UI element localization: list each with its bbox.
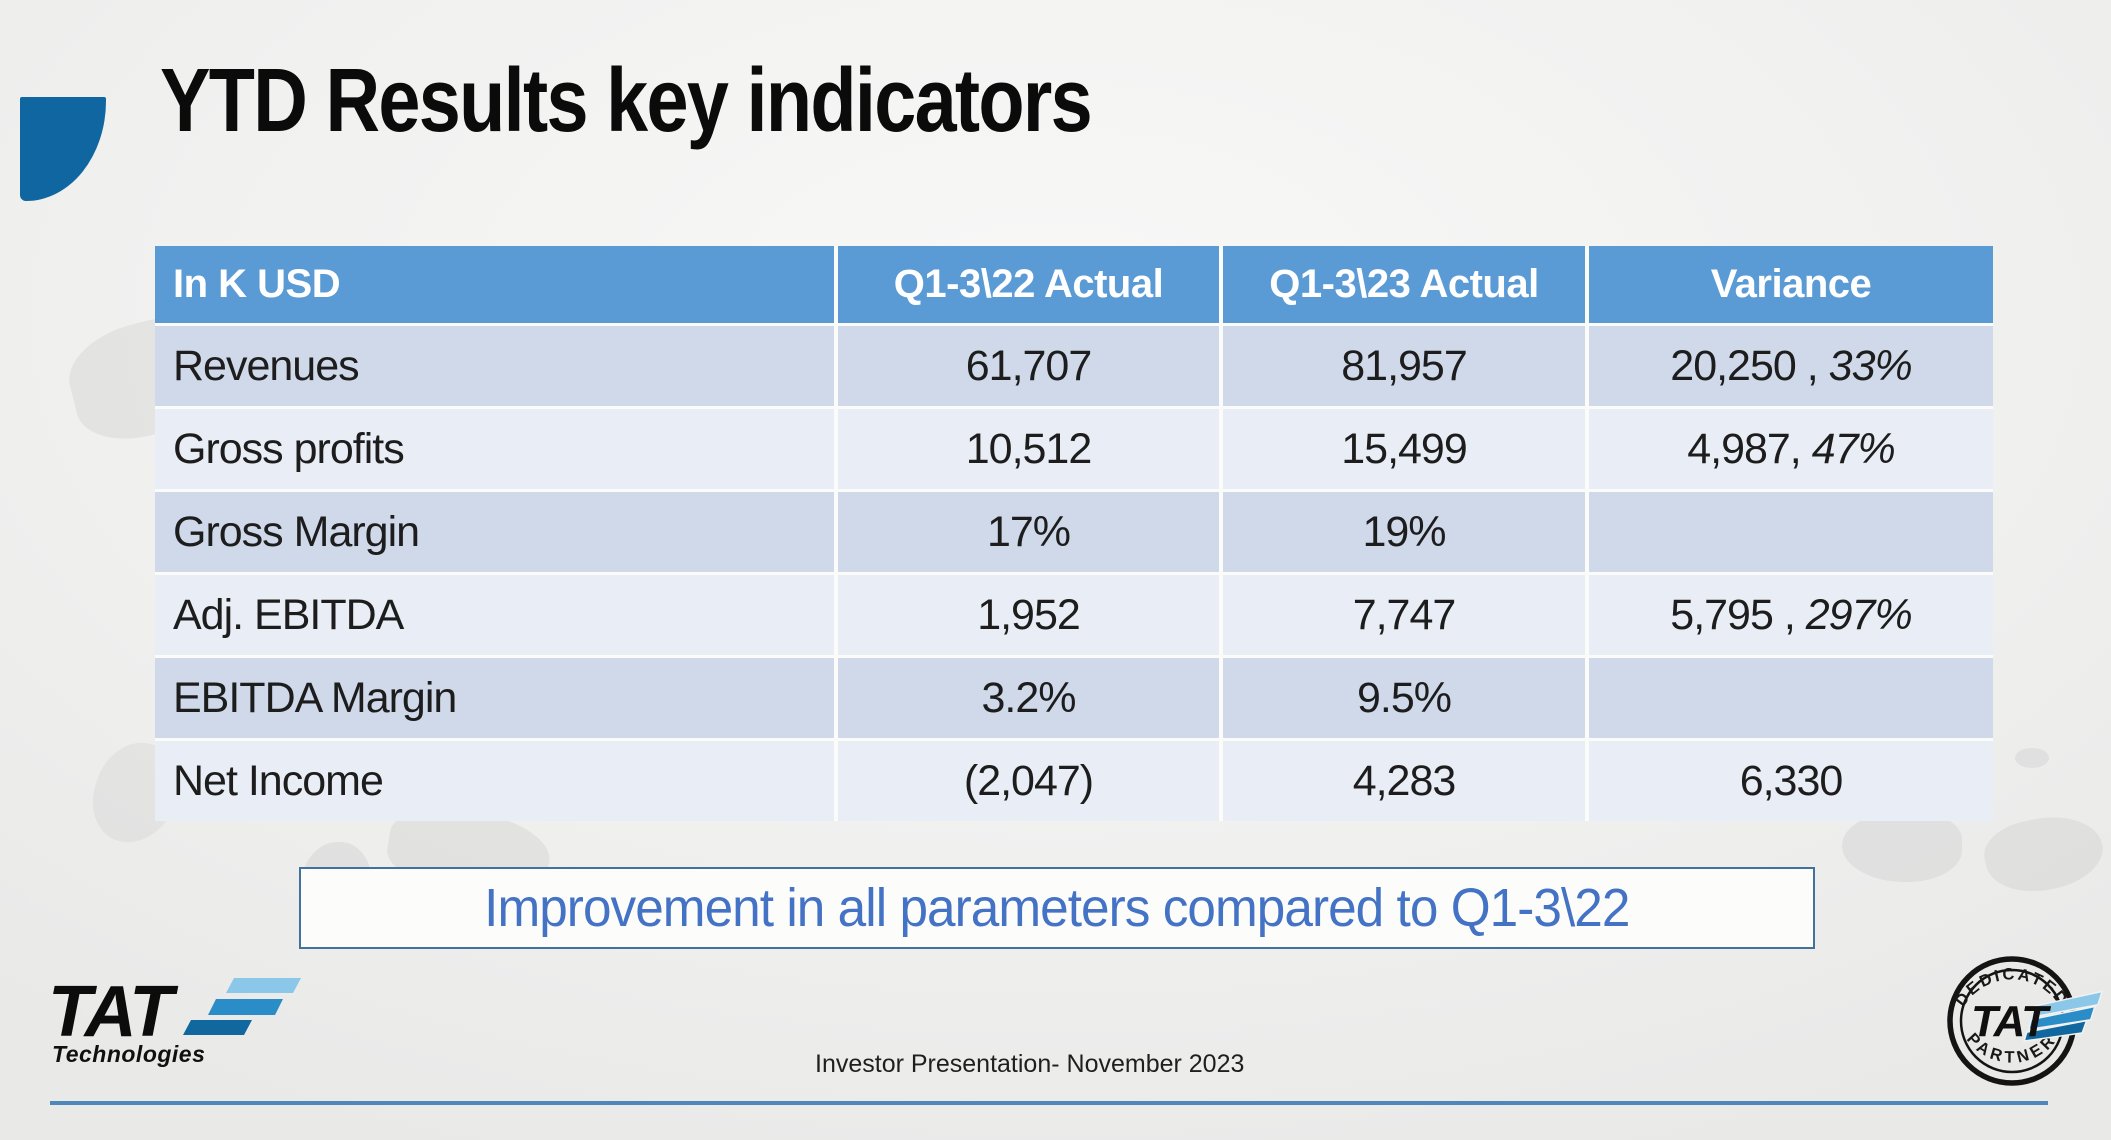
row-label: Revenues xyxy=(155,326,834,406)
background-watermark xyxy=(1842,812,1962,882)
table-header-in-k-usd: In K USD xyxy=(155,246,834,323)
corner-accent-shape xyxy=(20,97,106,201)
footer-text: Investor Presentation- November 2023 xyxy=(815,1050,1245,1078)
cell-value: 19% xyxy=(1223,492,1585,572)
row-label: Net Income xyxy=(155,741,834,821)
row-label: Adj. EBITDA xyxy=(155,575,834,655)
page-title: YTD Results key indicators xyxy=(160,51,1093,151)
cell-value: 4,283 xyxy=(1223,741,1585,821)
cell-variance: 4,987, 47% xyxy=(1589,409,1993,489)
dedicated-partner-badge: DEDICATED PARTNER TAT xyxy=(1947,956,2104,1086)
cell-value: 17% xyxy=(838,492,1219,572)
technologies-label: Technologies xyxy=(52,1041,205,1067)
cell-variance xyxy=(1589,658,1993,738)
table-header-q22-actual: Q1-3\22 Actual xyxy=(838,246,1219,323)
cell-value: 61,707 xyxy=(838,326,1219,406)
tat-logo-text: TAT xyxy=(48,972,179,1052)
table-header-q23-actual: Q1-3\23 Actual xyxy=(1223,246,1585,323)
cell-value: 1,952 xyxy=(838,575,1219,655)
badge-tat-text: TAT xyxy=(1971,997,2051,1046)
badge-swoosh-icon xyxy=(2023,990,2104,1042)
table-header-variance: Variance xyxy=(1589,246,1993,323)
cell-value: 81,957 xyxy=(1223,326,1585,406)
callout-text: Improvement in all parameters compared t… xyxy=(484,878,1630,938)
cell-value: 15,499 xyxy=(1223,409,1585,489)
background-watermark xyxy=(2015,748,2049,768)
results-table: In K USD Q1-3\22 Actual Q1-3\23 Actual V… xyxy=(155,246,1993,821)
cell-variance: 20,250 , 33% xyxy=(1589,326,1993,406)
bottom-divider-line xyxy=(50,1101,2048,1105)
tat-technologies-logo: TAT Technologies xyxy=(48,972,301,1067)
background-watermark xyxy=(1978,806,2110,902)
cell-variance: 6,330 xyxy=(1589,741,1993,821)
cell-variance xyxy=(1589,492,1993,572)
row-label: EBITDA Margin xyxy=(155,658,834,738)
row-label: Gross Margin xyxy=(155,492,834,572)
cell-value: 9.5% xyxy=(1223,658,1585,738)
cell-value: 10,512 xyxy=(838,409,1219,489)
cell-value: 7,747 xyxy=(1223,575,1585,655)
row-label: Gross profits xyxy=(155,409,834,489)
callout-box: Improvement in all parameters compared t… xyxy=(299,867,1815,949)
cell-variance: 5,795 , 297% xyxy=(1589,575,1993,655)
cell-value: 3.2% xyxy=(838,658,1219,738)
tat-logo-swoosh-icon xyxy=(183,978,301,1035)
cell-value: (2,047) xyxy=(838,741,1219,821)
